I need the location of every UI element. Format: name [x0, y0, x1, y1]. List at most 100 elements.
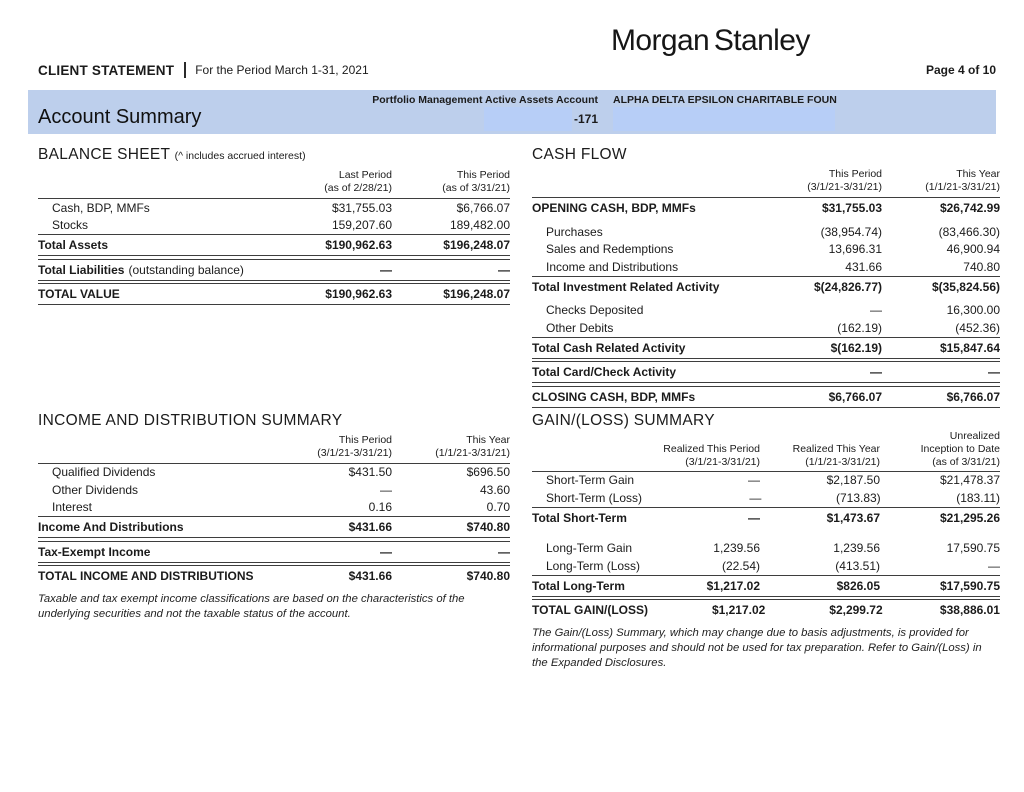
column-headers: Realized This Period (3/1/21-3/31/21) Re…	[532, 430, 1000, 471]
row-value: 1,239.56	[833, 541, 880, 556]
gain-loss-section: GAIN/(LOSS) SUMMARY Realized This Period…	[532, 412, 1000, 672]
rule	[532, 197, 1000, 198]
cash-flow-section: CASH FLOW This Period (3/1/21-3/31/21) T…	[532, 146, 1000, 408]
table-row: Purchases (38,954.74) (83,466.30)	[532, 223, 1000, 241]
row-value: $431.66	[348, 520, 392, 534]
table-row-total: Total Cash Related Activity $(162.19) $1…	[532, 338, 1000, 358]
table-row: Income and Distributions 431.66 740.80	[532, 258, 1000, 276]
row-value: 43.60	[479, 482, 510, 497]
row-label: Total Long-Term	[532, 578, 625, 593]
income-summary-section: INCOME AND DISTRIBUTION SUMMARY This Per…	[38, 412, 510, 623]
row-value: $21,295.26	[939, 510, 1000, 525]
row-value: $21,478.37	[939, 473, 1000, 488]
double-rule	[38, 279, 510, 284]
column-header-line: Realized This Period	[663, 442, 760, 455]
row-value: —	[748, 510, 760, 525]
table-row-total: OPENING CASH, BDP, MMFs $31,755.03 $26,7…	[532, 198, 1000, 218]
row-value: —	[749, 490, 762, 505]
rule	[38, 234, 510, 235]
row-label: Total Short-Term	[532, 510, 627, 525]
row-value: $(162.19)	[830, 340, 882, 355]
table-row: Short-Term (Loss) — (713.83) (183.11)	[532, 489, 1000, 507]
column-header-line: (as of 3/31/21)	[932, 455, 1000, 468]
column-header-line: Realized This Year	[792, 442, 880, 455]
morgan-stanley-logo: Morgan Stanley	[611, 24, 810, 57]
row-label: Long-Term Gain	[546, 541, 633, 556]
rule	[532, 275, 1000, 277]
row-value: $(24,826.77)	[813, 279, 882, 294]
row-value: $190,962.63	[325, 287, 392, 301]
row-value: —	[748, 473, 760, 488]
row-label: Long-Term (Loss)	[546, 558, 641, 573]
rule	[38, 304, 510, 305]
rule	[532, 336, 1000, 338]
column-headers: This Period (3/1/21-3/31/21) This Year (…	[38, 434, 510, 463]
row-value: (413.51)	[835, 558, 880, 573]
table-row-total: Total Liabilities (outstanding balance) —…	[38, 260, 510, 280]
table-row: Other Dividends — 43.60	[38, 481, 510, 499]
row-value: $2,187.50	[826, 473, 880, 488]
row-value: 13,696.31	[828, 242, 882, 257]
cash-flow-title: CASH FLOW	[532, 146, 627, 163]
rule	[532, 574, 1000, 576]
row-label: Checks Deposited	[546, 303, 644, 318]
column-header-line: (as of 3/31/21)	[442, 182, 510, 194]
row-value: $1,473.67	[826, 510, 880, 525]
gain-loss-title: GAIN/(LOSS) SUMMARY	[532, 411, 715, 429]
row-value: (452.36)	[955, 320, 1000, 335]
row-value: $2,299.72	[829, 603, 883, 617]
row-label: Other Dividends	[52, 482, 139, 497]
row-value: —	[498, 262, 510, 277]
account-number-row: -171	[278, 107, 598, 131]
row-label: Other Debits	[546, 320, 614, 335]
row-label: CLOSING CASH, BDP, MMFs	[532, 389, 696, 404]
row-value: (38,954.74)	[820, 224, 882, 239]
row-value: 431.66	[845, 259, 882, 274]
column-header: Realized This Year (1/1/21-3/31/21)	[760, 443, 880, 469]
balance-sheet-title: BALANCE SHEET (^ includes accrued intere…	[38, 146, 510, 165]
balance-sheet-section: BALANCE SHEET (^ includes accrued intere…	[38, 146, 510, 305]
table-row: Other Debits (162.19) (452.36)	[532, 319, 1000, 337]
column-header: Realized This Period (3/1/21-3/31/21)	[640, 443, 760, 469]
page-number: Page 4 of 10	[925, 63, 996, 77]
row-value: —	[988, 365, 1000, 379]
column-header-line: (3/1/21-3/31/21)	[317, 446, 392, 459]
table-row-total: Total Card/Check Activity — —	[532, 362, 1000, 382]
row-label: Tax-Exempt Income	[38, 544, 151, 559]
row-value: 17,590.75	[946, 541, 1000, 556]
column-header: This Period (as of 3/31/21)	[392, 169, 510, 195]
column-header-line: This Period	[456, 169, 510, 181]
row-label-text: Total Liabilities	[38, 262, 125, 277]
rule	[532, 406, 1000, 408]
account-type-label: Portfolio Management Active Assets Accou…	[372, 94, 598, 106]
row-value: $(35,824.56)	[931, 279, 1000, 294]
section-title-text: BALANCE SHEET	[38, 146, 170, 163]
row-value: $26,742.99	[939, 201, 1000, 215]
column-header-line: (1/1/21-3/31/21)	[435, 446, 510, 459]
row-value: $15,847.64	[939, 340, 1000, 355]
row-value: —	[987, 558, 1000, 573]
row-value: 740.80	[963, 259, 1000, 274]
row-label: Short-Term (Loss)	[546, 490, 643, 505]
row-label: Stocks	[52, 218, 89, 233]
row-value: —	[380, 544, 392, 559]
row-value: —	[380, 482, 392, 497]
row-value: —	[870, 303, 882, 318]
table-row-total: Total Investment Related Activity $(24,8…	[532, 277, 1000, 297]
row-value: $38,886.01	[939, 603, 1000, 617]
column-header-line: Last Period	[338, 169, 392, 181]
row-value: $431.66	[348, 569, 392, 583]
rule	[38, 198, 510, 199]
column-header-line: This Period	[338, 433, 392, 446]
row-value: —	[870, 365, 882, 379]
row-label: Short-Term Gain	[546, 473, 635, 488]
column-header-line: This Year	[956, 168, 1000, 180]
double-rule	[532, 595, 1000, 600]
table-row: Checks Deposited — 16,300.00	[532, 302, 1000, 320]
rule	[38, 516, 510, 517]
double-rule	[38, 537, 510, 542]
rule	[38, 462, 510, 464]
row-value: $6,766.07	[828, 389, 882, 404]
column-header: This Period (3/1/21-3/31/21)	[764, 168, 882, 194]
